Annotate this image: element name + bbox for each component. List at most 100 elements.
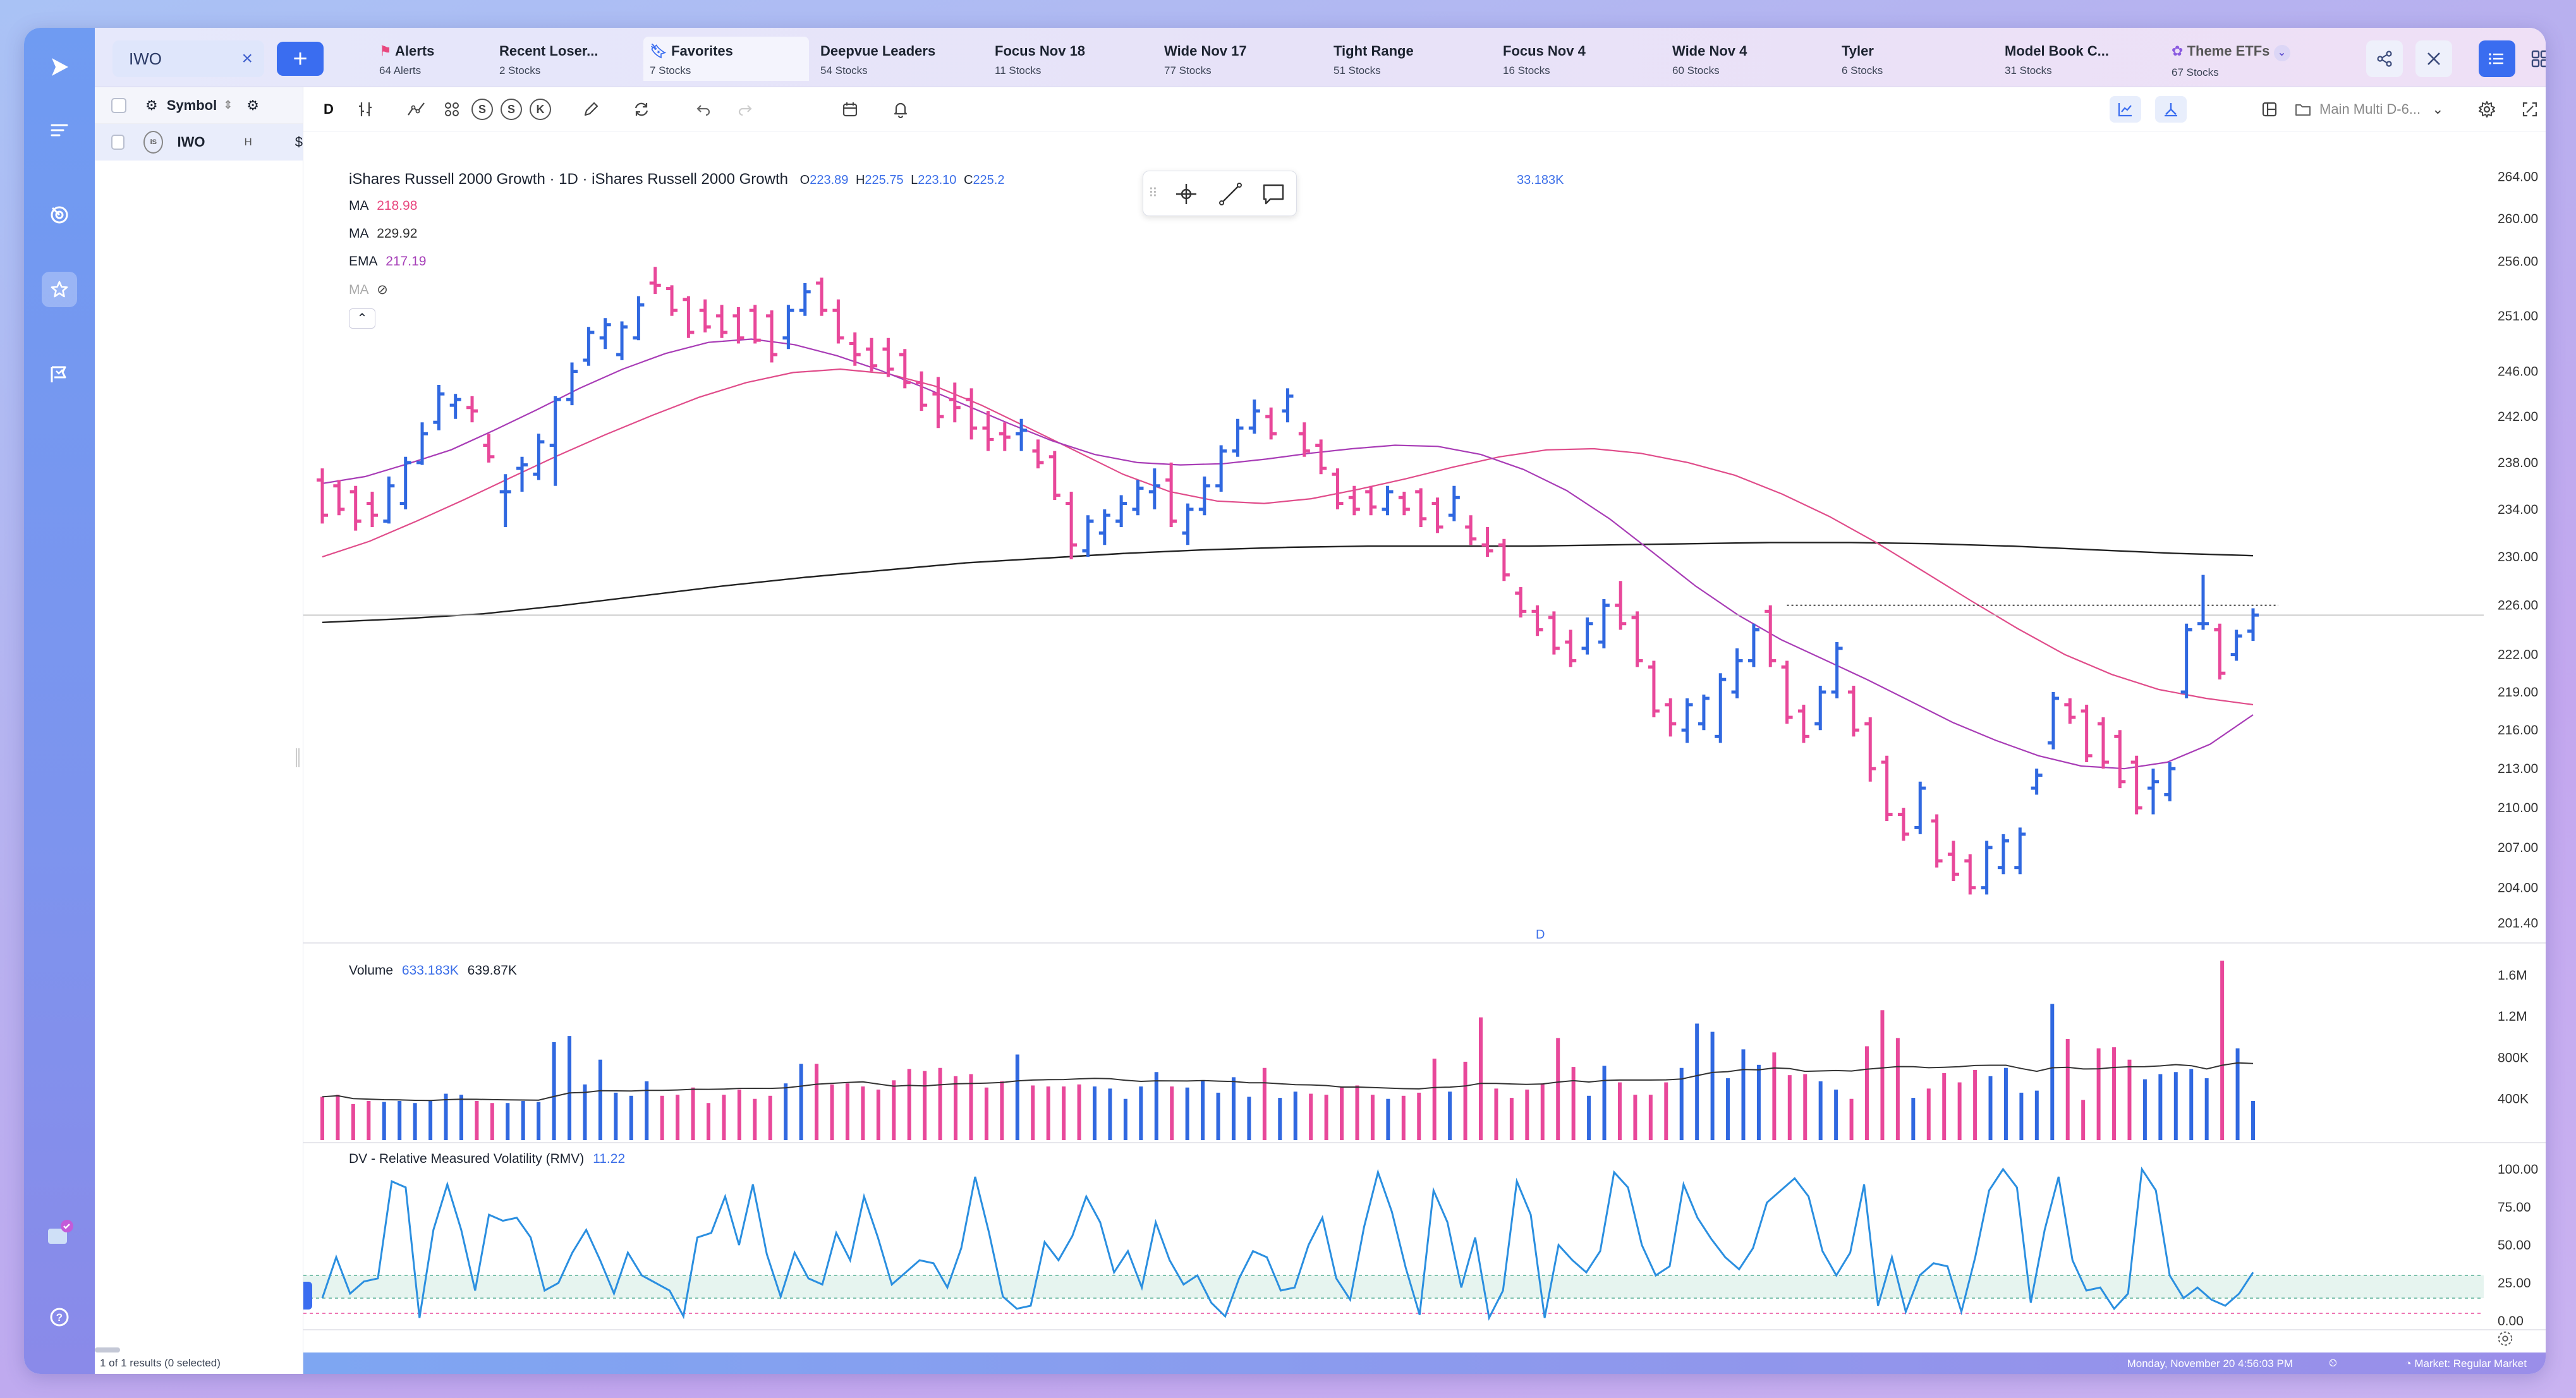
panel-resize-handle[interactable] bbox=[296, 748, 300, 767]
symbol-search-input[interactable]: IWO × bbox=[112, 40, 264, 77]
volume-bar bbox=[1617, 1082, 1622, 1140]
pane-drag-handle[interactable] bbox=[303, 1282, 312, 1310]
price-chart-svg[interactable]: 264.00 260.00 256.00 251.00 246.00 242.00 238.… bbox=[303, 131, 2546, 1332]
share-button[interactable] bbox=[2366, 40, 2403, 77]
fullscreen-icon[interactable] bbox=[2515, 96, 2544, 123]
sort-icon[interactable]: ⇕ bbox=[223, 99, 233, 111]
settings-gear-icon[interactable]: ⚙︎ bbox=[145, 97, 158, 113]
radar-icon[interactable] bbox=[42, 197, 77, 233]
earnings-marker[interactable]: D bbox=[1536, 928, 1545, 942]
redo-icon[interactable] bbox=[731, 96, 760, 123]
chevron-down-icon[interactable]: ⌄ bbox=[2273, 45, 2290, 61]
ohlc-bar bbox=[749, 305, 761, 344]
ohlc-bar bbox=[1781, 660, 1793, 724]
tab-title: Alerts bbox=[395, 43, 435, 59]
ma-slow-legend[interactable]: MA 229.92 bbox=[349, 226, 417, 241]
price-tick-label: 234.00 bbox=[2498, 502, 2538, 517]
volume-bar bbox=[2220, 960, 2225, 1140]
eye-hidden-icon[interactable]: ⊘ bbox=[377, 283, 388, 297]
tab-deepvue-leaders[interactable]: Deepvue Leaders 54 Stocks bbox=[814, 37, 978, 81]
tab-tight-range[interactable]: Tight Range 51 Stocks bbox=[1327, 37, 1492, 81]
screener-icon[interactable] bbox=[42, 356, 77, 392]
hidden-ma-legend[interactable]: MA ⊘ bbox=[349, 282, 388, 298]
tab-favorites[interactable]: 🔖︎ Favorites 7 Stocks bbox=[643, 37, 809, 81]
layout-panels-icon[interactable] bbox=[2255, 96, 2284, 123]
volume-legend[interactable]: Volume 633.183K 639.87K bbox=[349, 963, 517, 978]
tab-count: 16 Stocks bbox=[1503, 64, 1550, 76]
interval-button[interactable]: D bbox=[324, 101, 334, 117]
calendar-icon[interactable] bbox=[835, 96, 865, 123]
volume-bar bbox=[1911, 1098, 1916, 1140]
tab-wide-nov-17[interactable]: Wide Nov 17 77 Stocks bbox=[1158, 37, 1322, 81]
ohlc-bar bbox=[1481, 526, 1493, 557]
chart-style-icon[interactable] bbox=[2110, 96, 2141, 123]
tab-recent-losers[interactable]: Recent Loser... 2 Stocks bbox=[493, 37, 638, 81]
rmv-tick-label: 0.00 bbox=[2498, 1314, 2524, 1328]
tab-title: Recent Loser... bbox=[499, 43, 598, 59]
ema-legend[interactable]: EMA 217.19 bbox=[349, 254, 426, 269]
volume-bar bbox=[336, 1095, 340, 1140]
line-chart-icon[interactable] bbox=[402, 96, 431, 123]
ohlc-bar bbox=[1947, 841, 1959, 881]
avatar[interactable] bbox=[42, 1216, 77, 1251]
chart-settings-icon[interactable] bbox=[2472, 96, 2501, 123]
high-label: H bbox=[855, 173, 865, 187]
axis-settings-icon[interactable] bbox=[2496, 1330, 2514, 1347]
volume-bar bbox=[1123, 1098, 1127, 1140]
ohlc-bar bbox=[699, 299, 711, 332]
alarm-bell-icon[interactable] bbox=[886, 96, 915, 123]
tab-wide-nov-4[interactable]: Wide Nov 4 60 Stocks bbox=[1666, 37, 1830, 81]
ohlc-bar bbox=[1182, 503, 1194, 545]
menu-lines-icon[interactable] bbox=[42, 112, 77, 148]
tab-focus-nov-18[interactable]: Focus Nov 18 11 Stocks bbox=[988, 37, 1153, 81]
volume-bar bbox=[2158, 1074, 2163, 1140]
ohlc-bar bbox=[966, 388, 978, 440]
indicators-icon[interactable] bbox=[351, 96, 380, 123]
clear-search-icon[interactable]: × bbox=[241, 48, 253, 69]
tab-alerts[interactable]: ⚑ Alerts 64 Alerts bbox=[373, 37, 493, 81]
comment-note-icon[interactable] bbox=[1261, 181, 1286, 210]
tab-tyler[interactable]: Tyler 6 Stocks bbox=[1835, 37, 2000, 81]
add-watchlist-button[interactable]: + bbox=[277, 42, 324, 76]
crosshair-cursor-icon[interactable] bbox=[1174, 181, 1199, 210]
list-item[interactable]: iS IWO H $ bbox=[95, 124, 303, 161]
horizontal-scrollbar[interactable] bbox=[95, 1347, 120, 1352]
s-toggle-button[interactable]: S bbox=[469, 96, 495, 123]
volume-bar bbox=[1417, 1092, 1421, 1140]
compare-icon[interactable] bbox=[2155, 96, 2187, 123]
trend-line-icon[interactable] bbox=[1218, 181, 1243, 210]
row-checkbox[interactable] bbox=[111, 135, 125, 150]
ohlc-bar bbox=[1365, 485, 1377, 516]
volume-bar bbox=[1818, 1081, 1823, 1140]
volume-bar bbox=[1278, 1098, 1282, 1140]
draw-pen-icon[interactable] bbox=[576, 96, 605, 123]
row-flag: H bbox=[244, 136, 252, 148]
tab-focus-nov-4[interactable]: Focus Nov 4 16 Stocks bbox=[1497, 37, 1661, 81]
help-icon[interactable]: ? bbox=[42, 1299, 77, 1335]
list-view-button[interactable] bbox=[2479, 40, 2515, 77]
drag-grip-icon[interactable]: ⠿ bbox=[1148, 186, 1158, 200]
grid-view-button[interactable] bbox=[2522, 40, 2546, 77]
layout-select[interactable]: Main Multi D-6... ⌄ bbox=[2294, 96, 2465, 123]
collapse-legend-button[interactable]: ⌃ bbox=[349, 308, 375, 329]
tab-theme-etfs[interactable]: ✿︎ Theme ETFs ⌄ 67 Stocks bbox=[2165, 37, 2304, 81]
s-toggle-button-2[interactable]: S bbox=[498, 96, 525, 123]
k-toggle-button[interactable]: K bbox=[527, 96, 554, 123]
ma-fast-legend[interactable]: MA 218.98 bbox=[349, 198, 417, 214]
volume-bar bbox=[568, 1036, 572, 1140]
column-settings-icon[interactable]: ⚙︎ bbox=[246, 97, 260, 113]
symbol-column-header[interactable]: Symbol bbox=[166, 97, 217, 113]
volume-bar bbox=[1494, 1088, 1498, 1140]
chart-area[interactable]: 264.00 260.00 256.00 251.00 246.00 242.00 238.… bbox=[303, 131, 2546, 1352]
refresh-icon[interactable] bbox=[627, 96, 656, 123]
grid-layout-icon[interactable] bbox=[437, 96, 466, 123]
tab-model-book[interactable]: Model Book C... 31 Stocks bbox=[1998, 37, 2163, 81]
watchlist-star-icon[interactable] bbox=[42, 272, 77, 307]
undo-icon[interactable] bbox=[689, 96, 718, 123]
x-share-button[interactable] bbox=[2415, 40, 2452, 77]
logo-icon[interactable] bbox=[42, 49, 77, 85]
select-all-checkbox[interactable] bbox=[111, 97, 126, 113]
ohlc-bar bbox=[1232, 418, 1244, 457]
rmv-legend[interactable]: DV - Relative Measured Volatility (RMV) … bbox=[349, 1152, 625, 1167]
clock-icon: ⏲︎ bbox=[2328, 1357, 2337, 1369]
